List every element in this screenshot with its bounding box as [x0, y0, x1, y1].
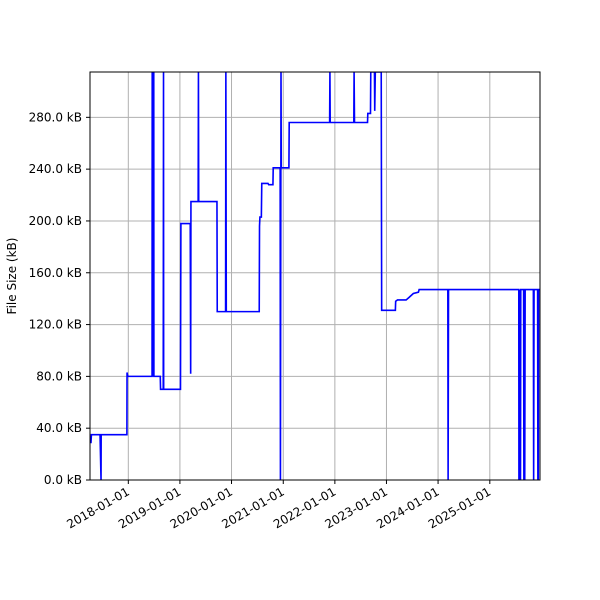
y-tick-label: 120.0 kB [29, 318, 82, 332]
series-layer [90, 72, 540, 480]
y-tick-label: 80.0 kB [36, 369, 82, 383]
y-tick-label: 240.0 kB [29, 162, 82, 176]
file-size-series-line [90, 72, 540, 480]
plot-frame [89, 71, 541, 481]
y-tick-label: 0.0 kB [44, 473, 82, 487]
y-axis-label: File Size (kB) [5, 238, 19, 315]
y-tick-label: 280.0 kB [29, 110, 82, 124]
y-tick-label: 160.0 kB [29, 266, 82, 280]
y-tick-label: 200.0 kB [29, 214, 82, 228]
grid-lines [90, 72, 540, 481]
y-tick-label: 40.0 kB [36, 421, 82, 435]
